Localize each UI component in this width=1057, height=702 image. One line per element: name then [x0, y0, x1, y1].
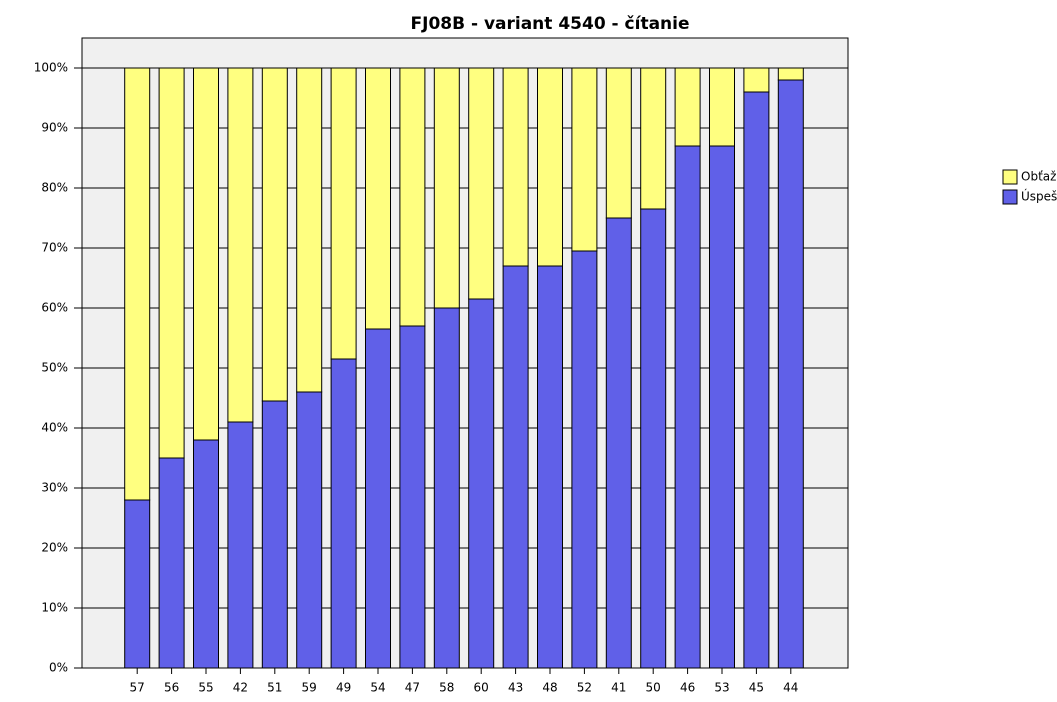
- bar-segment: [743, 91, 770, 669]
- x-tick-label: 58: [439, 681, 454, 695]
- bar-segment: [330, 67, 357, 360]
- x-tick-label: 41: [611, 681, 626, 695]
- x-tick-label: 54: [370, 681, 385, 695]
- x-tick-label: 59: [302, 681, 317, 695]
- bar-segment: [124, 67, 151, 501]
- x-tick-label: 48: [542, 681, 557, 695]
- legend-label: Obťažnosť: [1021, 170, 1057, 184]
- bar-segment: [433, 307, 460, 669]
- bar-segment: [777, 67, 804, 81]
- bar-segment: [640, 67, 667, 210]
- bar-segment: [468, 67, 495, 300]
- y-tick-label: 50%: [41, 361, 68, 375]
- y-tick-label: 100%: [34, 61, 68, 75]
- bar-segment: [709, 67, 735, 147]
- bar-segment: [468, 298, 495, 669]
- legend-swatch: [1002, 189, 1018, 205]
- bar-segment: [158, 67, 185, 459]
- x-tick-label: 45: [749, 681, 764, 695]
- bar-segment: [193, 439, 219, 669]
- bar-segment: [365, 328, 391, 669]
- x-tick-label: 56: [164, 681, 179, 695]
- bar-segment: [399, 325, 426, 669]
- y-tick-label: 90%: [41, 121, 68, 135]
- bar-segment: [537, 67, 563, 267]
- bar-segment: [674, 67, 701, 147]
- x-tick-label: 47: [405, 681, 420, 695]
- bar-segment: [158, 457, 185, 669]
- bar-segment: [674, 145, 701, 669]
- bar-segment: [709, 145, 735, 669]
- x-tick-label: 51: [267, 681, 282, 695]
- x-tick-label: 44: [783, 681, 798, 695]
- bar-segment: [261, 400, 288, 669]
- bar-segment: [777, 79, 804, 669]
- bar-segment: [605, 217, 632, 669]
- bar-segment: [571, 250, 598, 669]
- x-tick-label: 60: [474, 681, 489, 695]
- y-tick-label: 0%: [49, 661, 68, 675]
- x-tick-label: 57: [130, 681, 145, 695]
- bar-segment: [296, 391, 323, 669]
- plot-border: [81, 37, 849, 669]
- y-tick-label: 30%: [41, 481, 68, 495]
- x-tick-label: 46: [680, 681, 695, 695]
- bar-segment: [365, 67, 391, 330]
- bar-segment: [261, 67, 288, 402]
- y-tick-label: 40%: [41, 421, 68, 435]
- bar-segment: [330, 358, 357, 669]
- y-tick-label: 80%: [41, 181, 68, 195]
- chart-title: FJ08B - variant 4540 - čítanie: [411, 14, 690, 34]
- legend-label: Úspešnosť: [1021, 189, 1057, 204]
- bar-segment: [537, 265, 563, 669]
- bar-segment: [502, 265, 529, 669]
- bar-segment: [399, 67, 426, 327]
- x-tick-label: 43: [508, 681, 523, 695]
- bar-segment: [743, 67, 770, 93]
- x-tick-label: 49: [336, 681, 351, 695]
- x-tick-label: 55: [198, 681, 213, 695]
- bar-segment: [124, 499, 151, 669]
- x-tick-label: 50: [646, 681, 661, 695]
- x-tick-label: 42: [233, 681, 248, 695]
- bar-segment: [227, 421, 254, 669]
- legend-swatch: [1002, 169, 1018, 185]
- bar-segment: [296, 67, 323, 393]
- bar-segment: [605, 67, 632, 219]
- bar-segment: [433, 67, 460, 309]
- y-tick-label: 60%: [41, 301, 68, 315]
- x-tick-label: 53: [714, 681, 729, 695]
- y-tick-label: 10%: [41, 601, 68, 615]
- bar-segment: [227, 67, 254, 423]
- x-tick-label: 52: [577, 681, 592, 695]
- bar-segment: [571, 67, 598, 252]
- y-tick-label: 20%: [41, 541, 68, 555]
- y-tick-label: 70%: [41, 241, 68, 255]
- bar-segment: [640, 208, 667, 669]
- bar-segment: [502, 67, 529, 267]
- bar-segment: [193, 67, 219, 441]
